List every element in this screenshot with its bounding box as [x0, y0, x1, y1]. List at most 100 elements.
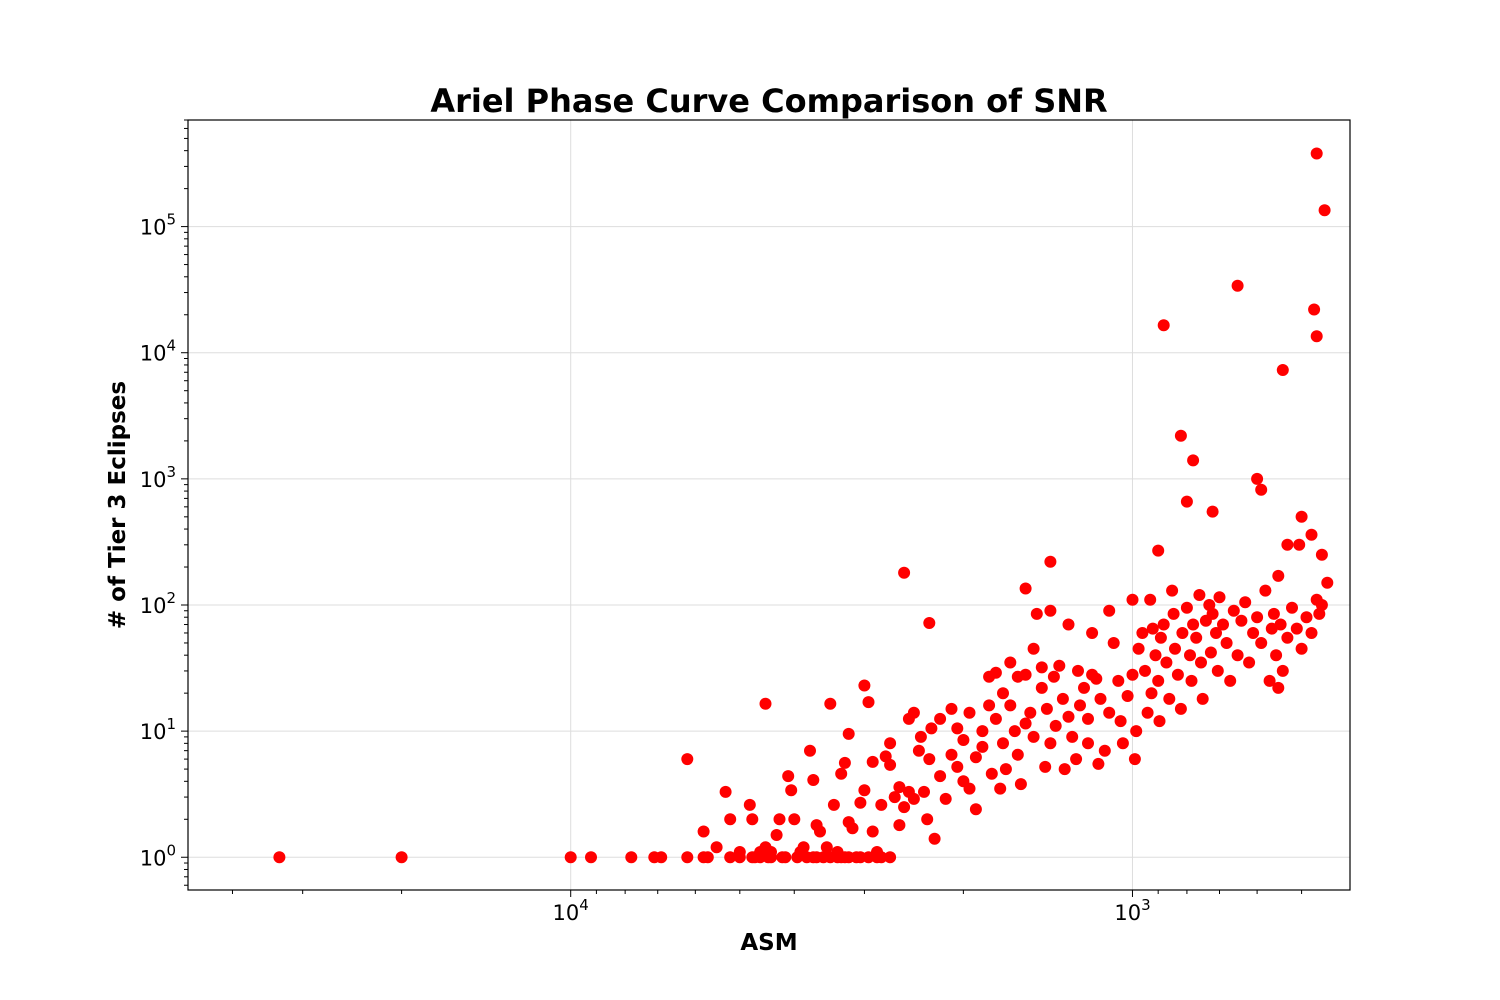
data-point — [858, 784, 871, 797]
data-point — [759, 697, 772, 710]
data-point — [1239, 596, 1252, 609]
data-point — [1160, 656, 1173, 669]
data-point — [985, 767, 998, 780]
data-point — [866, 825, 879, 838]
y-tick-label: 102 — [140, 589, 176, 618]
data-point — [681, 851, 694, 864]
data-point — [1066, 730, 1079, 743]
data-point — [835, 767, 848, 780]
data-point — [1039, 760, 1052, 773]
data-point — [1310, 330, 1323, 343]
data-point — [1169, 642, 1181, 655]
data-point — [923, 753, 936, 766]
data-point — [1243, 656, 1256, 669]
data-point — [1152, 544, 1165, 557]
data-point — [824, 697, 837, 710]
data-point — [884, 758, 897, 771]
data-point — [807, 774, 820, 786]
data-point — [1116, 737, 1129, 750]
data-point — [1247, 627, 1260, 639]
data-point — [1171, 668, 1184, 681]
data-point — [1086, 627, 1099, 639]
data-point — [907, 792, 920, 805]
data-point — [779, 851, 792, 864]
data-point — [854, 796, 867, 809]
data-point — [1255, 637, 1268, 649]
data-point — [912, 744, 925, 757]
data-point — [1187, 454, 1200, 467]
y-tick-label: 101 — [140, 715, 176, 744]
data-point — [1136, 627, 1149, 639]
data-point — [838, 756, 851, 769]
data-point — [724, 813, 737, 826]
data-point — [1132, 642, 1145, 655]
data-point — [1014, 778, 1027, 791]
data-point — [1027, 642, 1040, 655]
chart-title: Ariel Phase Curve Comparison of SNR — [430, 82, 1107, 120]
data-point — [1167, 607, 1180, 620]
data-point — [1308, 303, 1321, 316]
data-point — [951, 760, 964, 773]
data-point — [871, 846, 883, 858]
data-point — [395, 851, 408, 864]
data-point — [1185, 674, 1198, 687]
data-point — [1128, 753, 1141, 766]
data-point — [1126, 668, 1139, 681]
data-point — [1090, 672, 1103, 685]
data-point — [1112, 674, 1125, 687]
data-point — [862, 696, 875, 709]
data-point — [976, 725, 989, 738]
data-point — [1196, 692, 1209, 705]
data-point — [564, 851, 577, 864]
data-point — [1044, 555, 1057, 568]
data-point — [945, 748, 958, 761]
data-point — [1220, 637, 1233, 649]
data-point — [969, 751, 982, 764]
data-point — [1184, 649, 1196, 662]
data-point — [1004, 699, 1017, 712]
data-point — [983, 699, 996, 712]
data-point — [1157, 319, 1170, 332]
data-point — [1293, 538, 1306, 551]
data-point — [1163, 692, 1176, 705]
data-point — [1141, 706, 1154, 719]
data-point — [273, 851, 286, 864]
data-point — [681, 753, 694, 766]
data-point — [1231, 649, 1244, 662]
data-point — [1098, 744, 1111, 757]
data-point — [1053, 659, 1066, 672]
data-point — [788, 813, 801, 826]
data-point — [939, 792, 952, 805]
x-axis-label: ASM — [740, 930, 797, 956]
data-point — [1103, 706, 1116, 719]
data-point — [898, 566, 911, 579]
data-point — [1152, 674, 1165, 687]
data-point — [804, 744, 816, 757]
data-point — [1074, 699, 1086, 712]
data-point — [923, 617, 936, 629]
data-point — [1227, 604, 1240, 617]
data-point — [1149, 649, 1162, 662]
data-point — [963, 706, 976, 719]
y-tick-label: 103 — [140, 463, 176, 492]
data-point — [585, 851, 597, 864]
data-point — [697, 825, 710, 838]
data-point — [1040, 702, 1053, 715]
data-point — [989, 666, 1002, 679]
y-tick-label: 100 — [140, 841, 176, 870]
data-point — [820, 841, 833, 854]
data-point — [1295, 510, 1308, 523]
data-point — [951, 722, 964, 735]
data-point — [994, 782, 1007, 795]
data-point — [814, 825, 826, 838]
data-point — [1056, 692, 1069, 705]
data-point — [719, 785, 732, 798]
data-point — [1166, 584, 1179, 597]
data-point — [1281, 631, 1294, 644]
data-point — [1210, 627, 1222, 639]
data-point — [997, 737, 1009, 750]
data-point — [1251, 611, 1264, 624]
data-point — [997, 687, 1009, 700]
data-point — [1062, 710, 1075, 723]
data-point — [1259, 584, 1272, 597]
